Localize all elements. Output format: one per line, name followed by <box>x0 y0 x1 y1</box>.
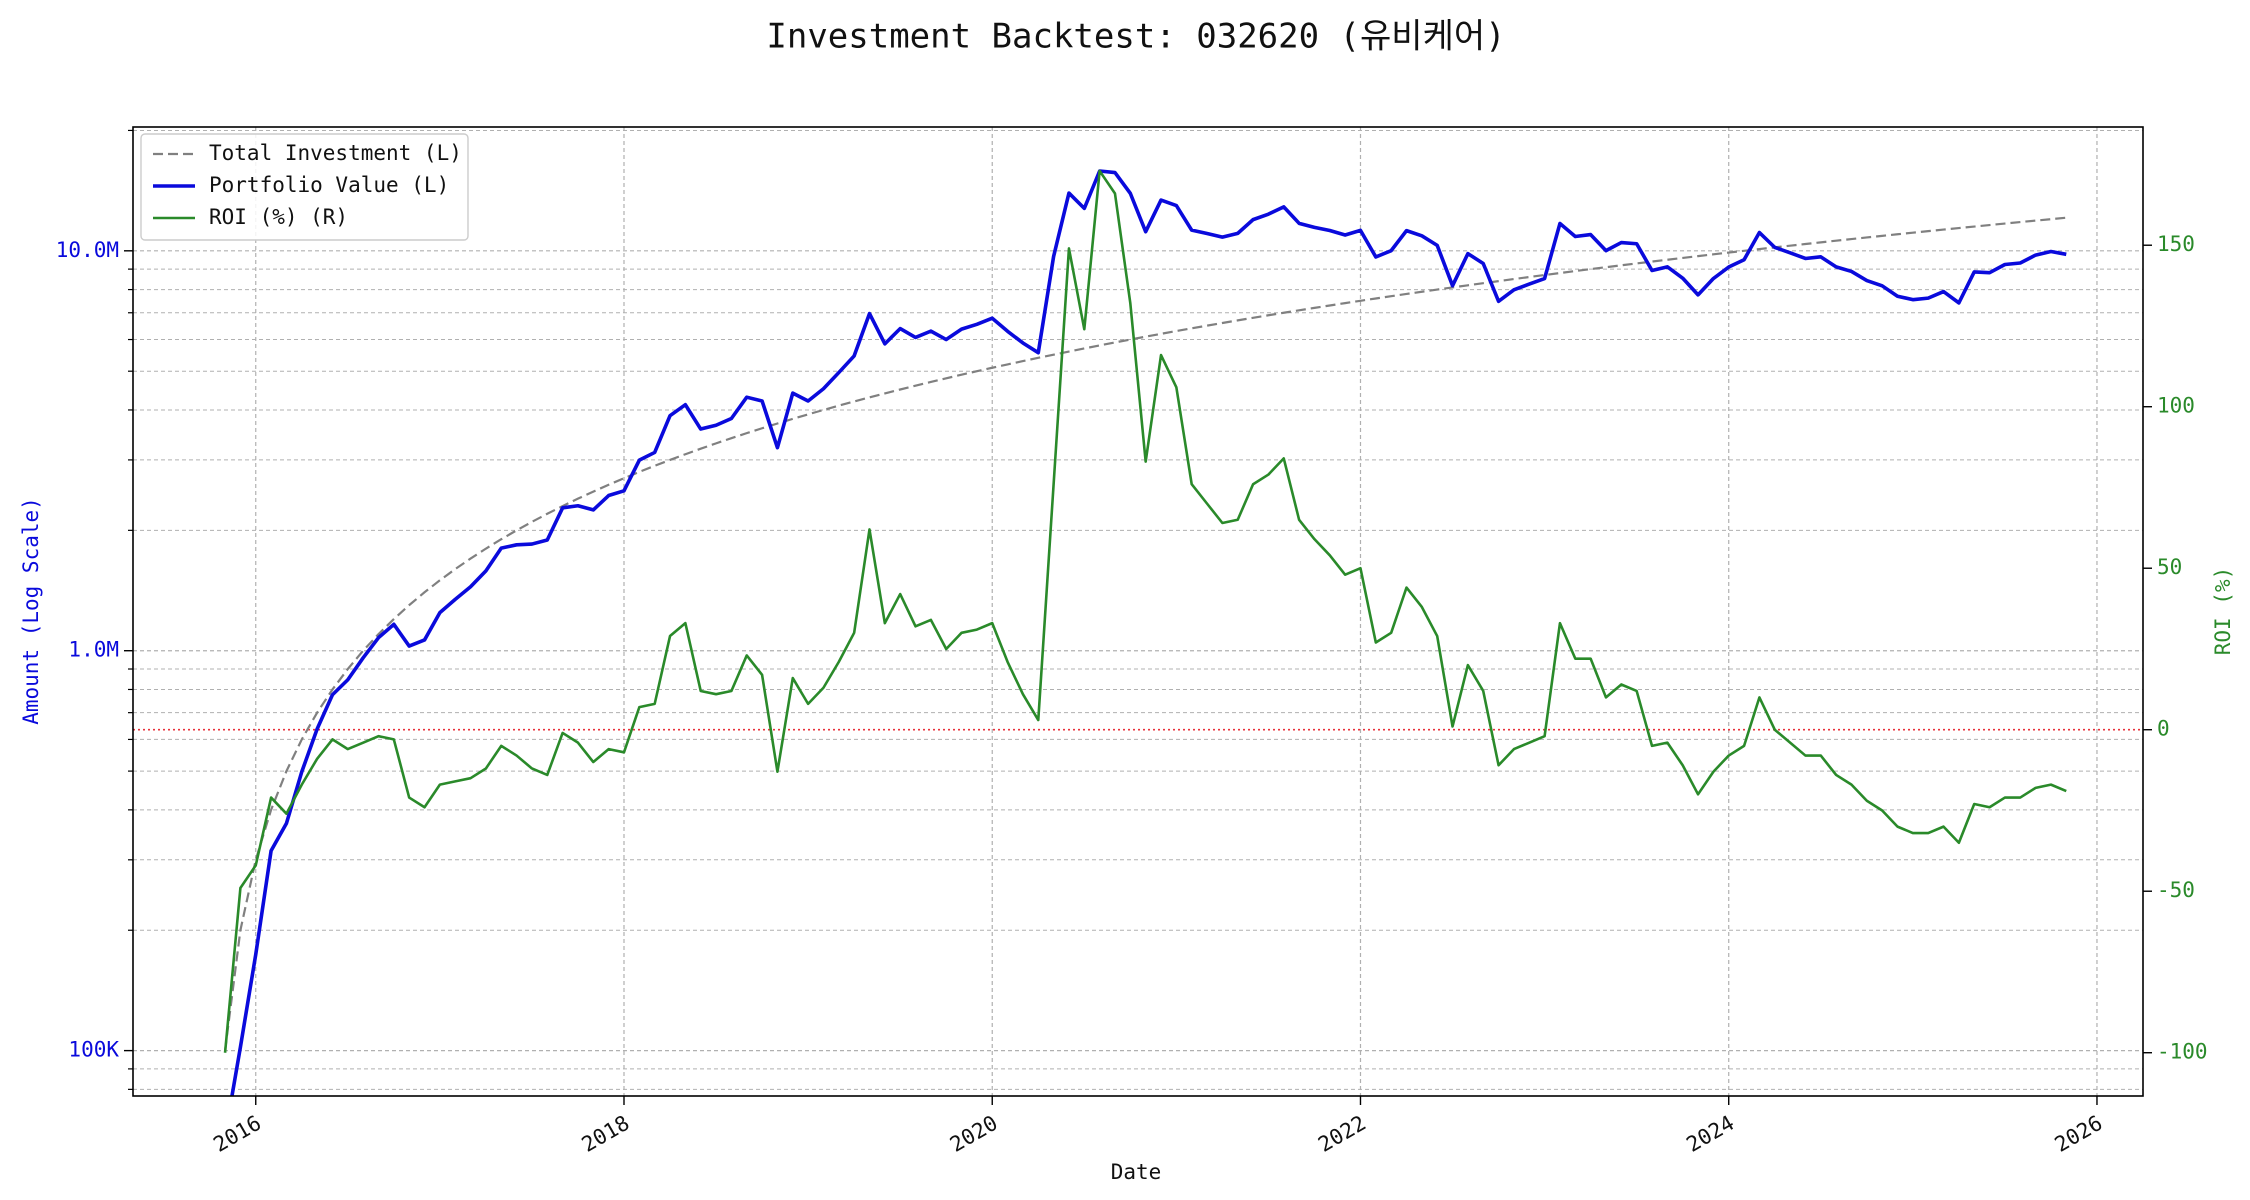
legend-label: Total Investment (L) <box>209 141 462 165</box>
y2-tick-label: 100 <box>2157 394 2195 418</box>
chart-title: Investment Backtest: 032620 (유비케어) <box>766 17 1505 57</box>
y2-tick-label: -100 <box>2157 1040 2208 1064</box>
legend: Total Investment (L) Portfolio Value (L) R… <box>140 133 469 241</box>
legend-label: ROI (%) (R) <box>209 205 348 229</box>
y2-tick-label: -50 <box>2157 878 2195 902</box>
legend-label: Portfolio Value (L) <box>209 173 449 197</box>
y-tick-label: 10.0M <box>56 238 119 262</box>
series-line <box>223 216 2067 1051</box>
grid <box>133 127 2143 1096</box>
plot-area <box>133 169 2143 1096</box>
y2-axis-label: ROI (%) <box>2211 567 2235 656</box>
y2-tick-label: 0 <box>2157 717 2170 741</box>
legend-box <box>140 133 469 241</box>
axes-frame <box>132 126 2144 1097</box>
series-line <box>223 169 2067 1053</box>
y-tick-label: 1.0M <box>68 638 119 662</box>
y2-tick-label: 50 <box>2157 555 2182 579</box>
x-axis-label: Date <box>1111 1160 1162 1184</box>
y-tick-label: 100K <box>68 1038 119 1062</box>
y2-tick-label: 150 <box>2157 232 2195 256</box>
series-line <box>230 169 2067 1096</box>
y-axis-label: Amount (Log Scale) <box>19 497 43 725</box>
